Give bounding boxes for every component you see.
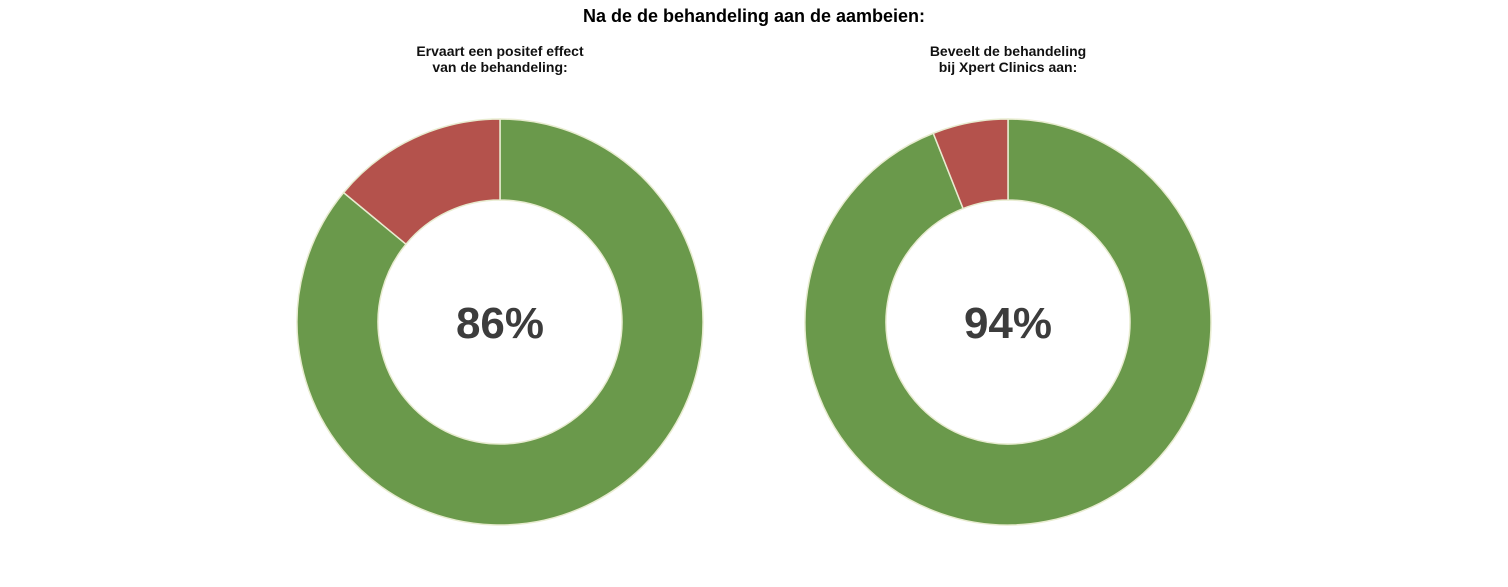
chart-title: Beveelt de behandeling bij Xpert Clinics… xyxy=(778,43,1238,75)
negative-slice xyxy=(342,118,501,246)
negative-slice xyxy=(932,118,1009,210)
chart-title-line-1: Beveelt de behandeling xyxy=(929,43,1087,59)
positive-slice xyxy=(296,118,704,526)
chart-title-line-2: bij Xpert Clinics aan: xyxy=(938,59,1078,75)
chart-title-line-1: Ervaart een positef effect xyxy=(416,43,584,59)
donut-svg xyxy=(804,118,1212,526)
donut-svg xyxy=(296,118,704,526)
center-percentage-label: 86% xyxy=(455,299,545,348)
donut-chart-recommendation: Beveelt de behandeling bij Xpert Clinics… xyxy=(778,0,1238,587)
donut-chart-positive-effect: Ervaart een positef effect van de behand… xyxy=(270,0,730,587)
chart-title: Ervaart een positef effect van de behand… xyxy=(270,43,730,75)
chart-title-line-2: van de behandeling: xyxy=(432,59,568,75)
center-percentage-label: 94% xyxy=(963,299,1053,348)
main-title: Na de de behandeling aan de aambeien: xyxy=(582,6,926,26)
positive-slice xyxy=(804,118,1212,526)
